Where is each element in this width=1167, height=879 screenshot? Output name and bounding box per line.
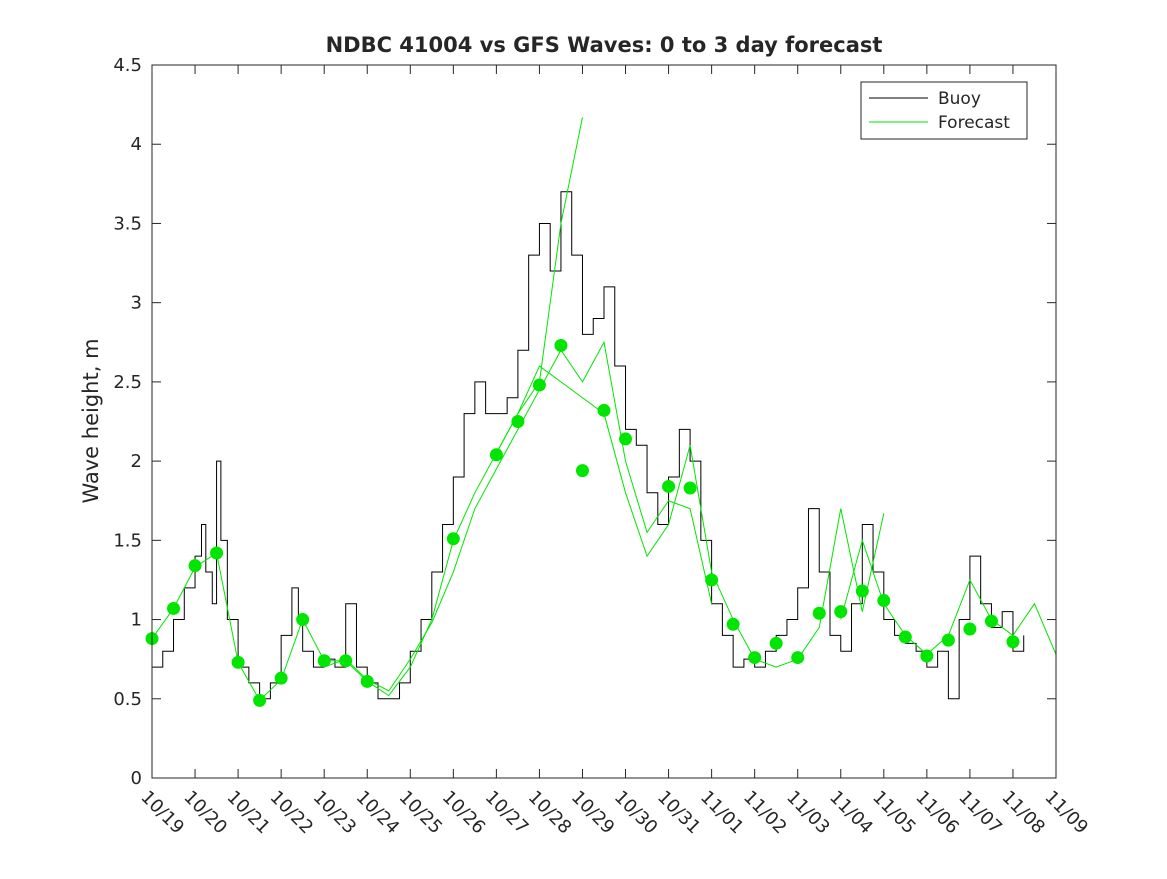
forecast-point [210,546,224,560]
y-tick-label: 0.5 [113,689,142,710]
forecast-point [339,654,353,668]
x-tick-label: 11/04 [825,787,877,839]
forecast-point [855,584,869,598]
forecast-point [619,432,633,446]
x-tick-label: 11/01 [696,787,748,839]
y-tick-label: 4 [131,134,142,155]
forecast-point [446,532,460,546]
x-tick-label: 10/26 [438,787,490,839]
y-tick-label: 2 [131,451,142,472]
forecast-point [274,671,288,685]
forecast-point [812,606,826,620]
forecast-point [984,614,998,628]
plot-area [152,65,1056,778]
forecast-point [877,594,891,608]
forecast-point [791,651,805,665]
x-tick-label: 10/21 [223,787,275,839]
legend-buoy-label: Buoy [938,89,981,109]
x-tick-label: 10/31 [653,787,705,839]
forecast-point [920,649,934,663]
forecast-line-2 [324,340,713,692]
forecast-point [188,559,202,573]
forecast-point [231,655,245,669]
forecast-point [726,617,740,631]
x-tick-label: 10/19 [136,787,188,839]
plot-frame [151,64,1057,779]
y-tick-label: 0 [131,768,142,789]
legend-box [860,81,1028,140]
forecast-points-layer [145,338,1020,707]
forecast-point [683,481,697,495]
forecast-point [575,464,589,478]
chart-title: NDBC 41004 vs GFS Waves: 0 to 3 day fore… [326,33,883,57]
x-tick-label: 10/24 [352,787,404,839]
x-tick-label: 11/08 [997,787,1049,839]
forecast-point [597,403,611,417]
forecast-point [360,674,374,688]
x-tick-label: 10/28 [524,787,576,839]
forecast-point [705,573,719,587]
x-tick-label: 10/29 [567,787,619,839]
x-tick-label: 11/06 [911,787,963,839]
forecast-point [296,613,310,627]
tick-marks [151,64,1057,779]
legend: Buoy Forecast [860,81,1028,140]
forecast-point [532,378,546,392]
forecast-point [167,601,181,615]
forecast-point [489,448,503,462]
x-tick-label: 10/30 [610,787,662,839]
forecast-point [511,415,525,428]
forecast-point [253,693,267,707]
forecast-point [898,630,912,644]
x-tick-label: 11/03 [782,787,834,839]
forecast-point [963,622,977,636]
forecast-point [317,654,331,668]
forecast-point [1006,635,1020,649]
x-tick-label: 11/09 [1040,787,1092,839]
forecast-point [554,338,568,352]
x-tick-label: 10/25 [395,787,447,839]
y-tick-label: 4.5 [113,55,142,76]
y-tick-label: 3 [131,293,142,314]
y-tick-label: 1.5 [113,530,142,551]
forecast-point [662,479,676,493]
forecast-point [769,636,783,650]
y-axis-label: Wave height, m [79,338,103,503]
x-tick-label: 10/23 [309,787,361,839]
x-tick-label: 10/27 [481,787,533,839]
y-tick-label: 3.5 [113,213,142,234]
forecast-point [941,633,955,647]
forecast-line-3 [495,365,885,668]
x-tick-label: 10/20 [180,787,232,839]
y-tick-labels: 0 0.5 1 1.5 2 2.5 3 3.5 4 4.5 [113,55,142,789]
x-tick-label: 11/05 [868,787,920,839]
x-tick-label: 10/22 [266,787,318,839]
x-tick-label: 11/07 [954,787,1006,839]
x-tick-label: 11/02 [739,787,791,839]
x-tick-labels: 10/1910/2010/2110/2210/2310/2410/2510/26… [136,787,1092,839]
forecast-point [834,605,848,619]
y-tick-label: 1 [131,610,142,631]
y-tick-label: 2.5 [113,372,142,393]
legend-forecast-label: Forecast [938,113,1010,133]
forecast-point [748,651,762,665]
